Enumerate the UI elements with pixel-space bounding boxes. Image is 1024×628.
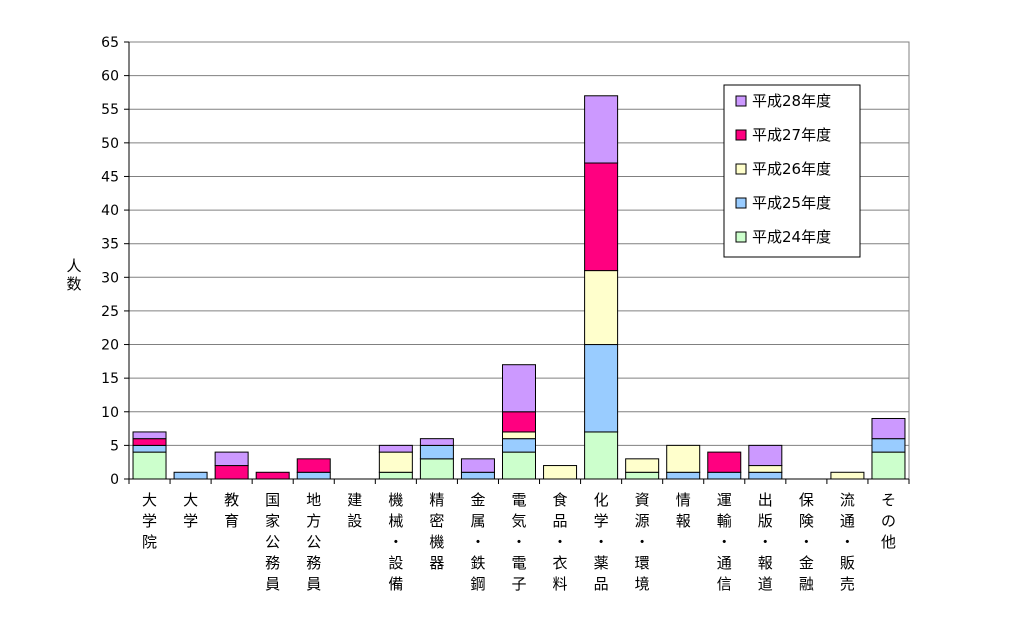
legend-swatch	[735, 231, 747, 243]
legend-entry: 平成24年度	[752, 228, 831, 246]
y-tick-label: 25	[101, 304, 119, 320]
category-label: 運輸・通信	[717, 491, 732, 593]
bar-segment	[460, 471, 495, 480]
y-tick-label: 35	[101, 237, 119, 253]
bar-segment	[460, 458, 495, 473]
y-tick-label: 45	[101, 169, 119, 185]
bar-segment	[748, 465, 783, 473]
bar-segment	[378, 471, 413, 480]
bar-segment	[666, 471, 701, 480]
bar-segment	[502, 364, 536, 413]
bar-segment	[132, 444, 167, 453]
axes	[124, 41, 910, 484]
category-label: 出版・報道	[758, 491, 773, 593]
bar-segment	[132, 451, 167, 480]
bar-segment	[625, 471, 660, 480]
category-label: 資源・環境	[635, 491, 650, 593]
y-tick-label: 15	[101, 371, 119, 387]
bar-segment	[502, 451, 536, 480]
bar-segment	[419, 458, 454, 480]
category-label: 電気・電子	[511, 491, 526, 593]
y-axis-label: 人数	[66, 257, 81, 293]
bar-segment	[871, 417, 906, 440]
bar-segment	[871, 451, 906, 480]
legend-swatch	[735, 163, 747, 175]
legend-swatch	[735, 95, 747, 107]
bar-segment	[625, 458, 660, 473]
y-tick-label: 20	[101, 338, 119, 354]
bar-segment	[584, 431, 619, 480]
category-label: 情報	[676, 491, 691, 530]
y-tick-label: 60	[101, 69, 119, 85]
bar-segment	[748, 444, 783, 467]
category-label: 食品・衣料	[553, 491, 568, 593]
y-tick-label: 50	[101, 136, 119, 152]
bar-segment	[707, 471, 742, 480]
bar-segment	[748, 471, 783, 480]
bar-segment	[378, 451, 413, 473]
bar-segment	[296, 458, 331, 473]
bar-segment	[378, 444, 413, 453]
category-label: 機械・設備	[388, 491, 403, 593]
y-tick-label: 5	[110, 438, 119, 454]
category-label: その他	[881, 491, 896, 551]
bars	[132, 95, 906, 480]
y-tick-label: 0	[110, 472, 119, 488]
bar-segment	[584, 270, 619, 346]
category-label: 大学院	[142, 491, 157, 551]
category-label: 化学・薬品	[594, 491, 609, 593]
y-tick-label: 30	[101, 270, 119, 286]
legend-entry: 平成26年度	[752, 160, 831, 178]
bar-segment	[871, 438, 906, 453]
bar-segment	[419, 444, 454, 460]
bar-segment	[543, 465, 578, 480]
y-tick-label: 40	[101, 203, 119, 219]
y-tick-label: 55	[101, 102, 119, 118]
bar-segment	[584, 95, 619, 164]
bar-segment	[173, 471, 208, 480]
bar-segment	[830, 471, 865, 480]
category-label: 大学	[183, 491, 198, 530]
bar-segment	[132, 438, 167, 446]
legend-entry: 平成27年度	[752, 126, 831, 144]
bar-segment	[666, 444, 701, 473]
y-tick-label: 65	[101, 35, 119, 51]
legend-entry: 平成28年度	[752, 92, 831, 110]
category-label: 教育	[224, 491, 239, 530]
category-label: 流通・販売	[840, 491, 855, 593]
bar-segment	[584, 162, 619, 272]
legend-swatch	[735, 129, 747, 141]
legend-swatch	[735, 197, 747, 209]
bar-segment	[419, 438, 454, 446]
bar-segment	[214, 451, 249, 467]
bar-segment	[296, 471, 331, 480]
category-label: 国家公務員	[265, 491, 280, 593]
bar-segment	[502, 438, 536, 453]
y-tick-label: 10	[101, 405, 119, 421]
bar-segment	[502, 411, 536, 433]
category-label: 地方公務員	[306, 491, 321, 593]
category-label: 金属・鉄鋼	[470, 491, 485, 593]
bar-segment	[707, 451, 742, 473]
bar-segment	[132, 431, 167, 440]
bar-segment	[255, 471, 290, 480]
category-label: 建設	[347, 491, 362, 530]
bar-segment	[214, 465, 249, 480]
bar-segment	[584, 344, 619, 433]
bar-segment	[502, 431, 536, 440]
category-label: 精密機器	[429, 491, 444, 572]
category-label: 保険・金融	[799, 491, 814, 593]
legend-entry: 平成25年度	[752, 194, 831, 212]
legend-box	[723, 84, 861, 258]
